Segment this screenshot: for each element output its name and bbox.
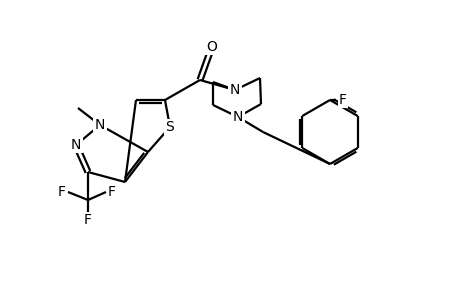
Text: N: N	[95, 118, 105, 132]
Text: F: F	[338, 93, 346, 107]
Text: N: N	[71, 138, 81, 152]
Text: O: O	[206, 40, 217, 54]
Text: F: F	[84, 213, 92, 227]
Text: S: S	[165, 120, 174, 134]
Text: F: F	[58, 185, 66, 199]
Text: N: N	[230, 83, 240, 97]
Text: N: N	[232, 110, 243, 124]
Text: F: F	[108, 185, 116, 199]
